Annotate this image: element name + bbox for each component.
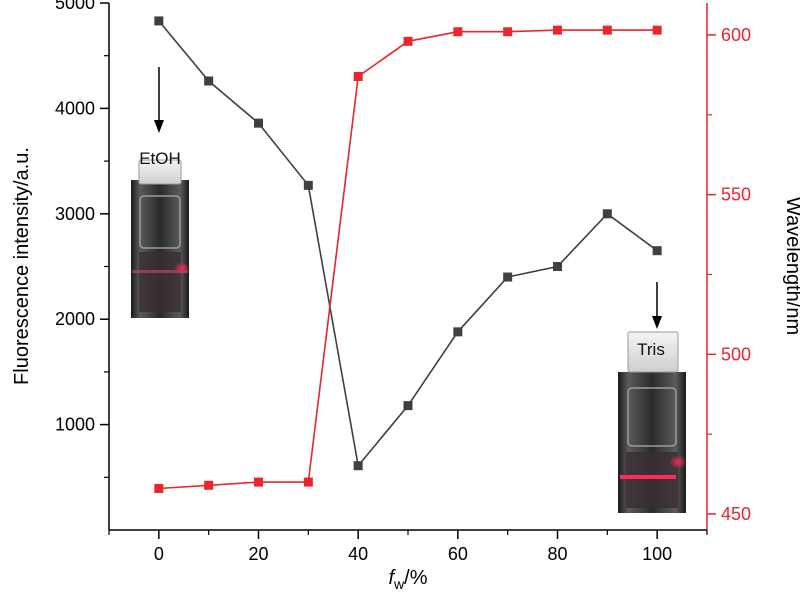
series-wavelength-point <box>602 25 612 35</box>
plot-frame <box>108 3 708 531</box>
series-intensity-point <box>303 180 313 190</box>
y-left-tick-label: 3000 <box>55 204 95 224</box>
x-tick-label: 80 <box>547 544 567 564</box>
series-intensity-point <box>453 327 463 337</box>
x-tick-label: 60 <box>448 544 468 564</box>
ticks-layer: 0 20 40 60 80 100 1000 2000 3000 4000 5000 450 500 55… <box>55 0 751 564</box>
x-axis-title-unit: /% <box>404 567 428 589</box>
vial-photo-tris: Tris <box>618 331 687 513</box>
series-intensity-point <box>154 16 164 26</box>
series-wavelength-point <box>353 71 363 81</box>
y-left-tick-label: 4000 <box>55 98 95 118</box>
series-wavelength-point <box>553 25 562 35</box>
y-right-tick-label: 550 <box>721 185 751 205</box>
series-wavelength-point <box>652 25 662 35</box>
tris-label: Tris <box>637 340 665 359</box>
vial-photo-etoh: EtOH <box>131 142 190 318</box>
y-right-tick-label: 450 <box>721 504 751 524</box>
series-intensity-point <box>254 118 263 128</box>
y-right-tick-label: 600 <box>721 25 751 45</box>
etoh-arrow-head <box>154 120 164 133</box>
annotation-arrows <box>154 67 662 329</box>
x-tick-label: 20 <box>248 544 268 564</box>
series-intensity-point <box>204 76 214 86</box>
series-intensity-point <box>503 272 513 282</box>
series-intensity-point <box>353 461 363 471</box>
series-wavelength-point <box>303 477 313 487</box>
series-wavelength-point <box>154 483 164 493</box>
x-axis-title: fw/% <box>388 567 427 592</box>
series-wavelength-point <box>204 480 214 490</box>
y-left-tick-label: 1000 <box>55 415 95 435</box>
series-wavelength-line <box>158 29 658 490</box>
y-left-axis-title: Fluorescence intensity/a.u. <box>11 147 33 385</box>
series-intensity-point <box>602 209 612 219</box>
series-wavelength-point <box>403 36 413 46</box>
x-tick-label: 0 <box>154 544 164 564</box>
tris-arrow-head <box>652 316 662 329</box>
x-axis-title-sub: w <box>393 576 405 592</box>
series-layer <box>154 16 662 493</box>
series-intensity-point <box>553 262 562 271</box>
x-tick-label: 100 <box>642 544 672 564</box>
y-right-tick-label: 500 <box>721 344 751 364</box>
x-axis-title-var: f <box>388 567 396 589</box>
series-wavelength-point <box>254 477 263 487</box>
series-wavelength-point <box>503 27 513 37</box>
series-wavelength-point <box>453 27 463 37</box>
series-intensity-line <box>158 20 658 468</box>
series-intensity-point <box>403 401 413 411</box>
etoh-label: EtOH <box>139 149 181 168</box>
y-left-tick-label: 2000 <box>55 309 95 329</box>
x-tick-label: 40 <box>348 544 368 564</box>
series-intensity-point <box>652 246 662 256</box>
y-right-axis-title: Wavelength/nm <box>782 197 800 335</box>
y-left-tick-label: 5000 <box>55 0 95 13</box>
